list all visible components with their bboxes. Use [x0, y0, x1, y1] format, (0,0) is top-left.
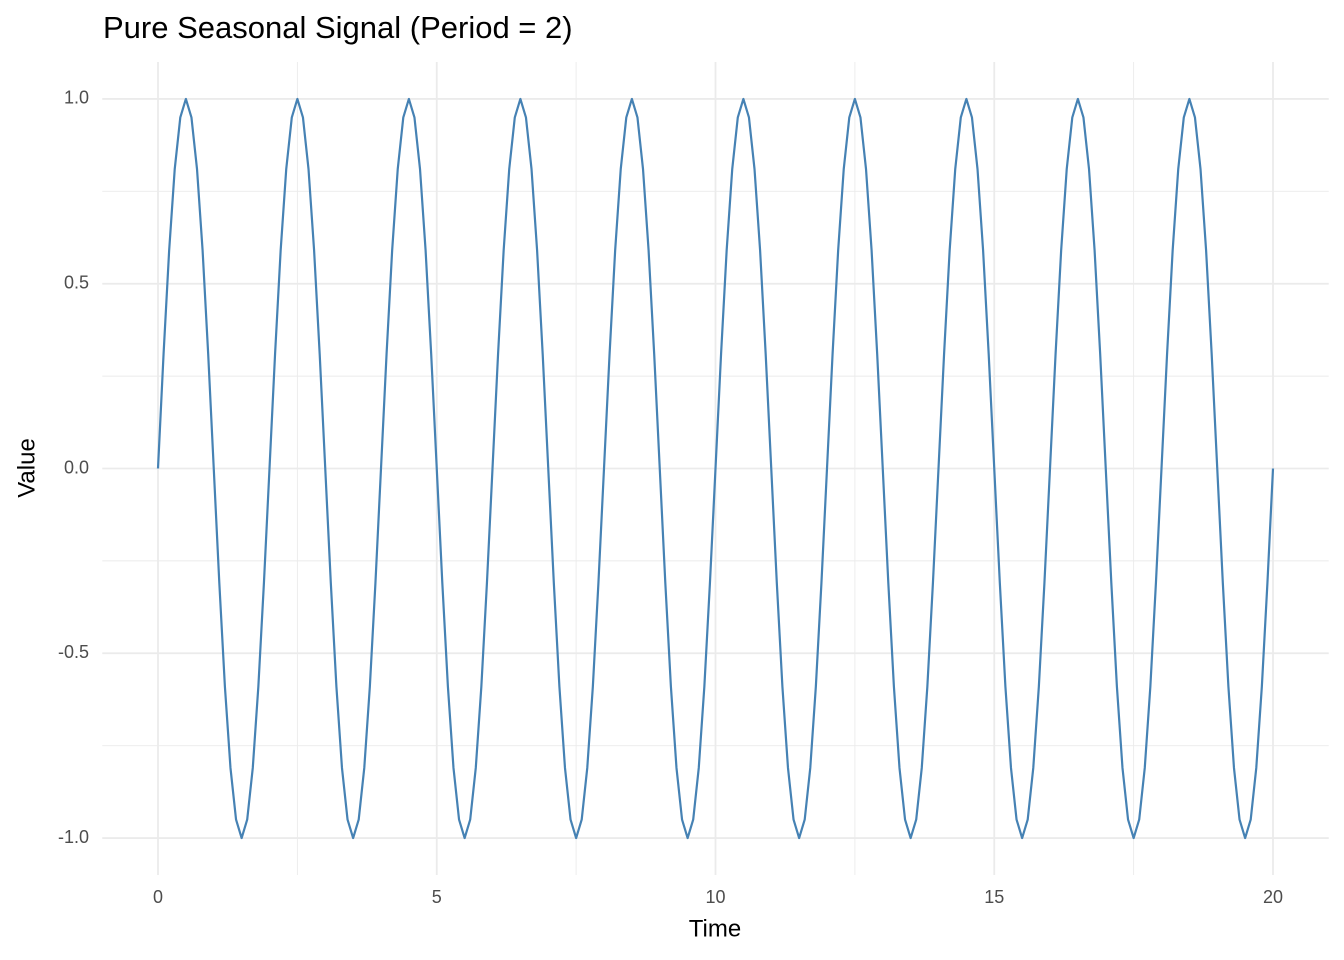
y-tick-label: 0.5: [64, 272, 89, 292]
x-tick-label: 0: [153, 887, 163, 907]
x-tick-label: 20: [1263, 887, 1283, 907]
y-axis-title: Value: [13, 438, 40, 498]
x-axis-title: Time: [689, 915, 741, 942]
y-tick-label: -0.5: [58, 642, 89, 662]
x-tick-label: 10: [705, 887, 725, 907]
x-tick-label: 15: [984, 887, 1004, 907]
x-tick-label: 5: [432, 887, 442, 907]
chart-title: Pure Seasonal Signal (Period = 2): [103, 10, 573, 45]
series-line: [156, 97, 1275, 840]
y-tick-label: 1.0: [64, 88, 89, 108]
y-tick-label: 0.0: [64, 457, 89, 477]
y-tick-label: -1.0: [58, 827, 89, 847]
